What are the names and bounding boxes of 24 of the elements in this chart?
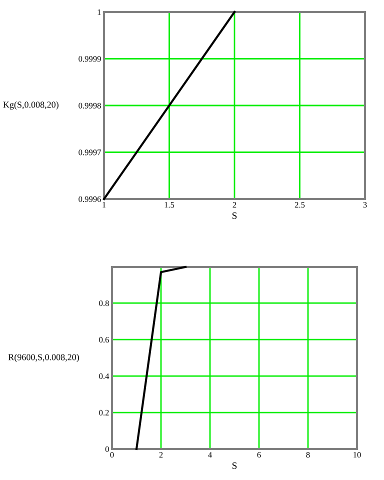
y-axis-title: Kg(S,0.008,20) <box>3 101 58 110</box>
y-tick-label: 0.9996 <box>78 196 101 202</box>
y-tick-label: 0.9998 <box>78 102 101 109</box>
x-tick-label: 8 <box>306 452 310 458</box>
x-tick-label: 2 <box>159 452 163 458</box>
y-tick-label: 0 <box>105 446 109 452</box>
x-tick-label: 6 <box>257 452 261 458</box>
x-tick-label: 0 <box>110 452 114 458</box>
x-tick-label: 2 <box>232 202 236 208</box>
x-axis-title: S <box>232 462 237 469</box>
y-tick-label: 0.9999 <box>78 56 101 62</box>
y-tick-label: 0.2 <box>99 410 109 416</box>
x-tick-label: 3 <box>363 202 367 208</box>
x-tick-label: 2.5 <box>294 202 305 208</box>
x-tick-label: 10 <box>354 452 361 458</box>
y-tick-label: 0.4 <box>99 373 110 380</box>
x-tick-label: 1.5 <box>164 202 174 208</box>
y-axis-title: R(9600,S,0.008,20) <box>8 354 79 362</box>
x-tick-label: 4 <box>208 452 212 458</box>
y-tick-label: 1 <box>98 9 101 15</box>
y-tick-label: 0.8 <box>99 300 109 306</box>
y-tick-label: 0.9997 <box>78 150 101 156</box>
y-tick-label: 0.6 <box>99 336 109 343</box>
x-axis-title: S <box>232 212 237 219</box>
